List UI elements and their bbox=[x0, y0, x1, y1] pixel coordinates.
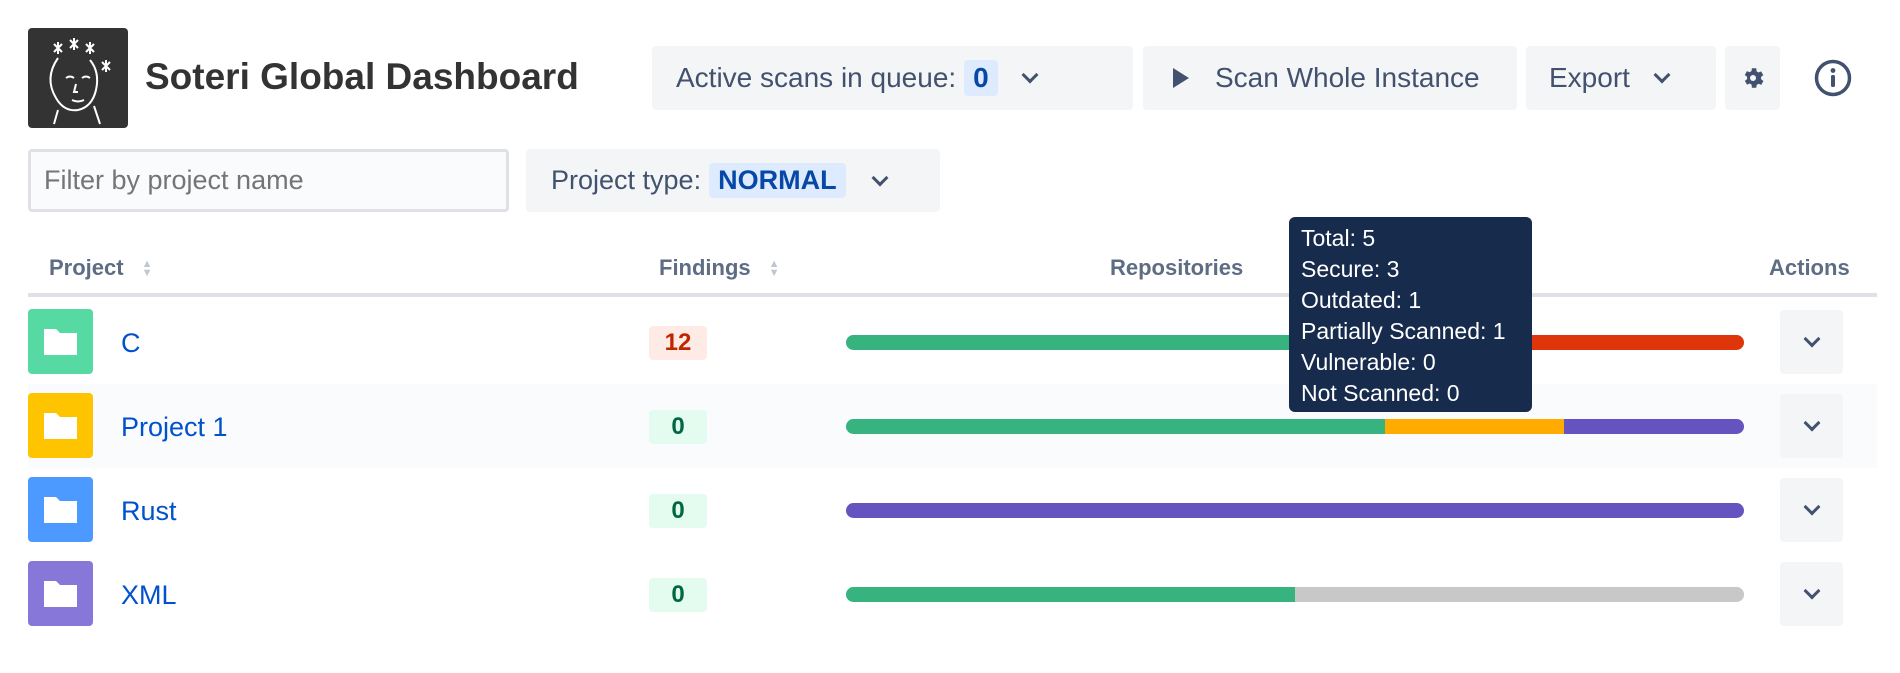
table-row: XML 0 bbox=[28, 552, 1877, 636]
bar-segment-partially-scanned bbox=[846, 503, 1744, 518]
column-header-actions: Actions bbox=[1769, 255, 1850, 280]
project-filter-input[interactable] bbox=[28, 149, 509, 212]
project-link[interactable]: Project 1 bbox=[121, 412, 228, 442]
tooltip-secure: Secure: 3 bbox=[1301, 256, 1400, 282]
folder-icon bbox=[28, 561, 93, 626]
active-scans-label: Active scans in queue: bbox=[676, 62, 957, 93]
table-row: Project 1 0 bbox=[28, 384, 1877, 468]
actions-dropdown-button[interactable] bbox=[1780, 394, 1843, 458]
info-button[interactable] bbox=[1813, 58, 1853, 98]
repositories-status-bar[interactable] bbox=[846, 419, 1744, 434]
info-icon bbox=[1814, 59, 1852, 97]
bar-segment-secure bbox=[846, 335, 1295, 350]
scan-whole-instance-button[interactable]: Scan Whole Instance bbox=[1143, 46, 1517, 110]
column-label: Project bbox=[49, 255, 124, 280]
project-type-dropdown[interactable]: Project type: NORMAL bbox=[526, 149, 940, 212]
bar-segment-not-scanned bbox=[1295, 587, 1744, 602]
column-header-repositories: Repositories bbox=[1110, 255, 1244, 280]
project-link[interactable]: XML bbox=[121, 580, 177, 610]
scan-button-label: Scan Whole Instance bbox=[1215, 62, 1480, 93]
bar-segment-partially-scanned bbox=[1564, 419, 1744, 434]
repositories-status-bar[interactable] bbox=[846, 587, 1744, 602]
export-dropdown[interactable]: Export bbox=[1526, 46, 1716, 110]
folder-icon bbox=[28, 309, 93, 374]
bar-segment-secure bbox=[846, 587, 1295, 602]
findings-badge: 0 bbox=[649, 578, 707, 612]
export-label: Export bbox=[1549, 62, 1630, 93]
actions-dropdown-button[interactable] bbox=[1780, 562, 1843, 626]
bar-segment-outdated bbox=[1384, 419, 1565, 434]
gear-icon bbox=[1744, 68, 1763, 88]
chevron-down-icon bbox=[1803, 414, 1820, 432]
tooltip-partially-scanned: Partially Scanned: 1 bbox=[1301, 318, 1506, 344]
active-scans-count: 0 bbox=[964, 60, 998, 96]
column-header-findings[interactable]: Findings ▲ ▼ bbox=[659, 255, 780, 281]
soteri-logo bbox=[28, 28, 128, 128]
findings-badge: 0 bbox=[649, 494, 707, 528]
tooltip-not-scanned: Not Scanned: 0 bbox=[1301, 380, 1460, 406]
actions-dropdown-button[interactable] bbox=[1780, 310, 1843, 374]
column-label: Findings bbox=[659, 255, 751, 280]
chevron-down-icon bbox=[1803, 582, 1820, 600]
folder-icon bbox=[28, 477, 93, 542]
findings-badge: 12 bbox=[649, 326, 707, 360]
settings-button[interactable] bbox=[1725, 46, 1780, 110]
tooltip-vulnerable: Vulnerable: 0 bbox=[1301, 349, 1436, 375]
chevron-down-icon bbox=[1803, 498, 1820, 516]
table-row: Rust 0 bbox=[28, 468, 1877, 552]
tooltip-total: Total: 5 bbox=[1301, 225, 1376, 251]
project-link[interactable]: C bbox=[121, 328, 141, 358]
project-link[interactable]: Rust bbox=[121, 496, 177, 526]
table-row: C 12 bbox=[28, 300, 1877, 384]
chevron-down-icon bbox=[1803, 330, 1820, 348]
actions-dropdown-button[interactable] bbox=[1780, 478, 1843, 542]
active-scans-dropdown[interactable]: Active scans in queue: 0 bbox=[652, 46, 1133, 110]
repositories-status-bar[interactable] bbox=[846, 503, 1744, 518]
header-divider bbox=[28, 293, 1877, 297]
bar-segment-secure bbox=[846, 419, 1385, 434]
column-header-project[interactable]: Project ▲ ▼ bbox=[49, 255, 152, 281]
page-title: Soteri Global Dashboard bbox=[145, 56, 579, 97]
chevron-down-icon bbox=[871, 169, 889, 186]
repositories-tooltip: Total: 5 Secure: 3 Outdated: 1 Partially… bbox=[1289, 217, 1532, 412]
chevron-down-icon bbox=[1653, 66, 1671, 84]
tooltip-outdated: Outdated: 1 bbox=[1301, 287, 1422, 313]
chevron-down-icon bbox=[1021, 66, 1039, 84]
sort-icon: ▲ ▼ bbox=[141, 258, 153, 280]
play-icon bbox=[1173, 68, 1189, 88]
folder-icon bbox=[28, 393, 93, 458]
sort-icon: ▲ ▼ bbox=[768, 258, 780, 280]
project-type-label: Project type: bbox=[551, 165, 702, 195]
project-type-value: NORMAL bbox=[709, 163, 846, 198]
findings-badge: 0 bbox=[649, 410, 707, 444]
